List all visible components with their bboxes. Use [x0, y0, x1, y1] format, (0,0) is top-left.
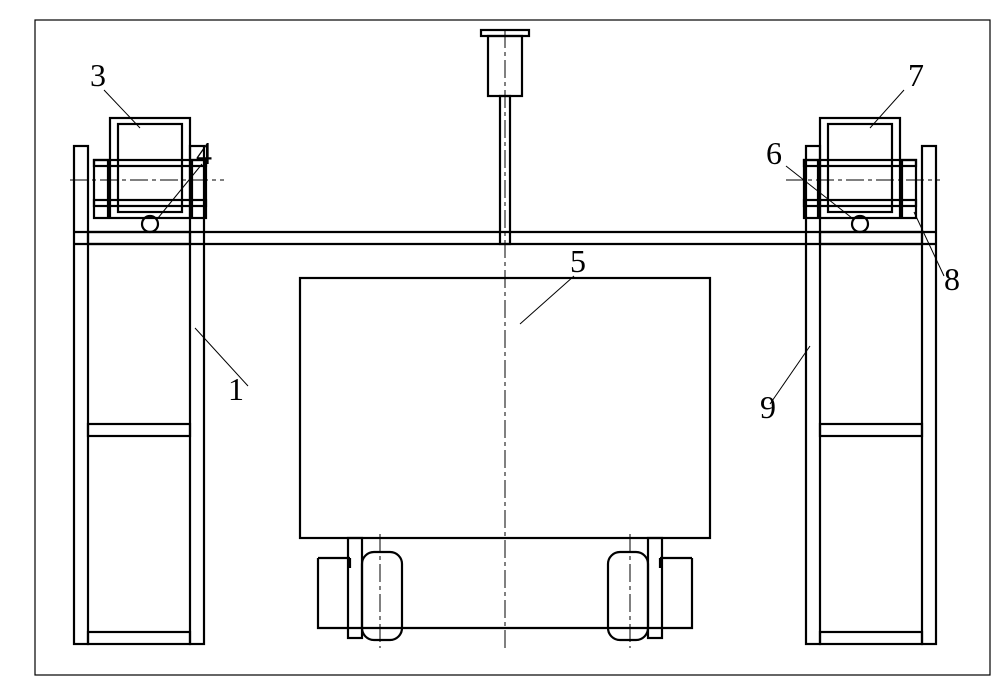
leader-4	[158, 164, 202, 218]
leader-9	[770, 346, 810, 404]
label-8: 8	[944, 261, 960, 297]
left_block	[110, 118, 190, 218]
label-7: 7	[908, 57, 924, 93]
label-1: 1	[228, 371, 244, 407]
label-9: 9	[760, 389, 776, 425]
label-5: 5	[570, 243, 586, 279]
wheel-left	[362, 552, 402, 640]
label-3: 3	[90, 57, 106, 93]
label-4: 4	[196, 135, 212, 171]
wheel-right	[608, 552, 648, 640]
label-6: 6	[766, 135, 782, 171]
right_block	[820, 118, 900, 218]
right_stand-post	[806, 146, 820, 644]
leader-5	[520, 276, 574, 324]
left_stand-post	[74, 146, 88, 644]
diagram-canvas: 1 3 4 5 6 7 8 9	[0, 0, 1000, 692]
